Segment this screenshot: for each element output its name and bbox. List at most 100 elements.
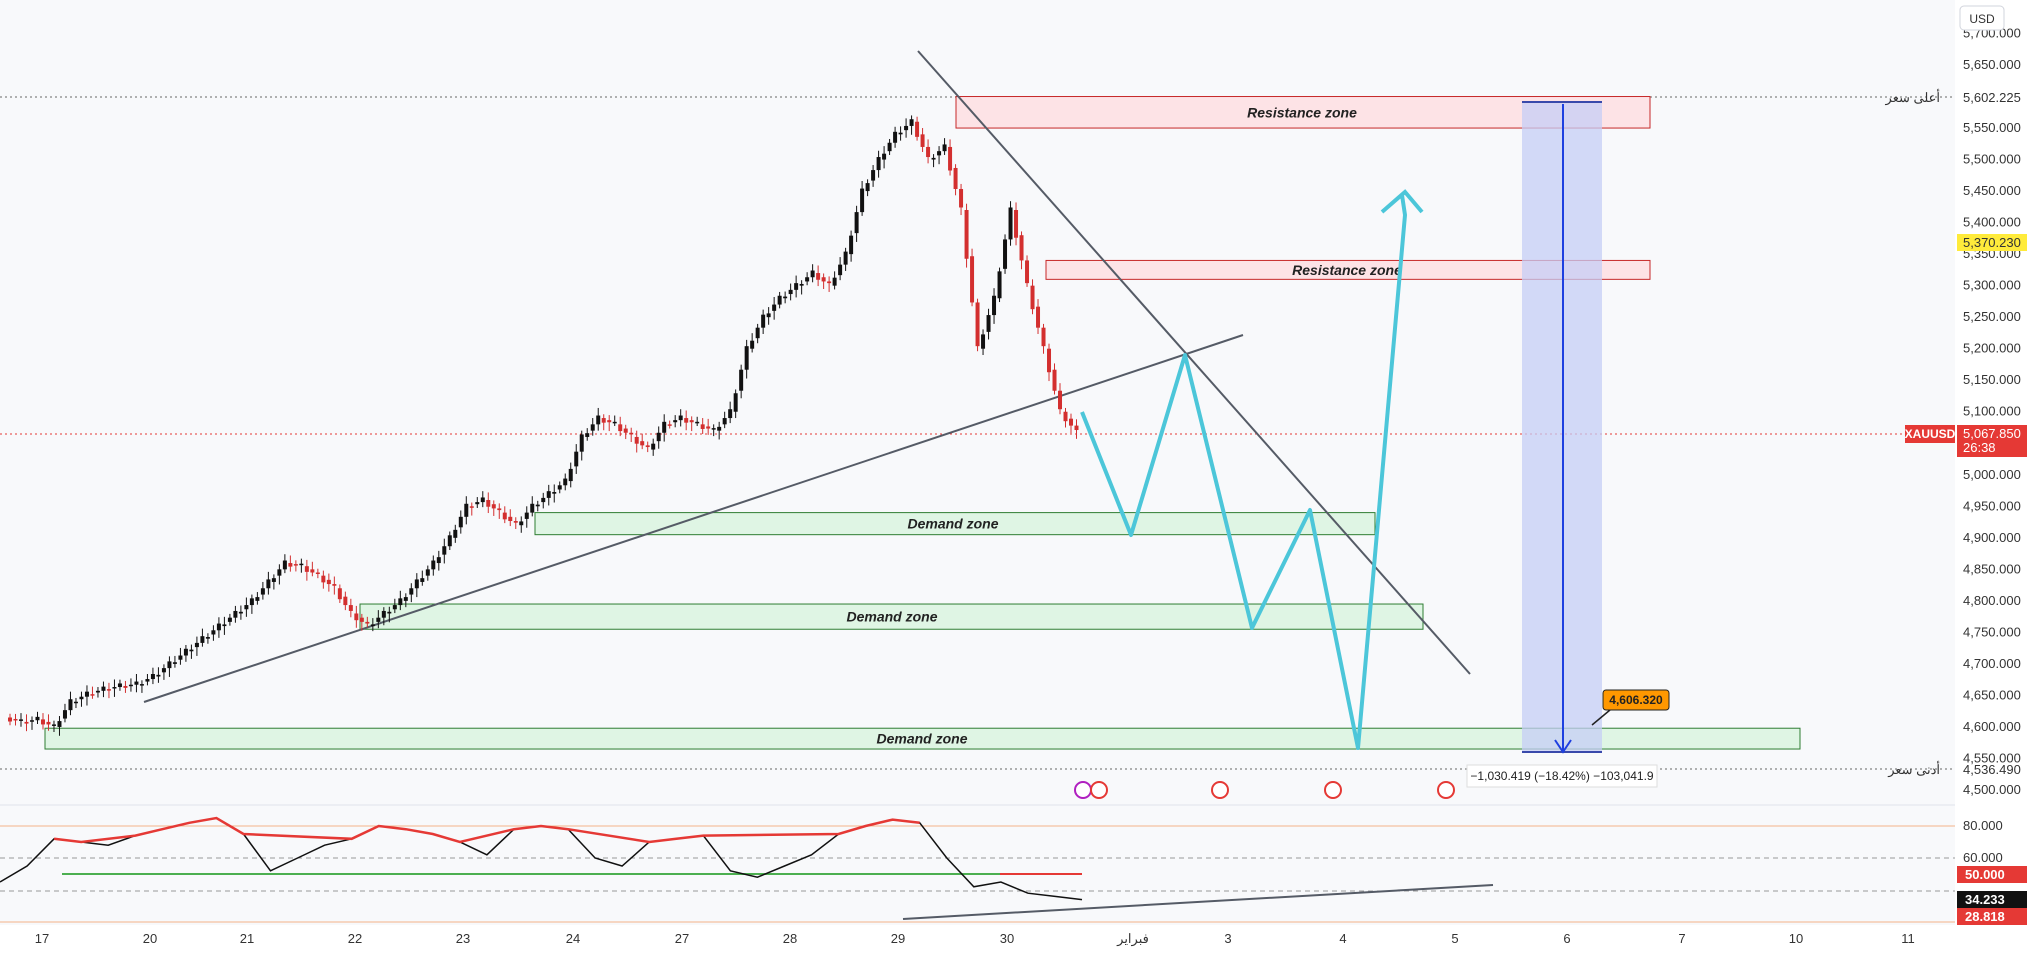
candle-body (469, 506, 474, 508)
candle-body (134, 681, 139, 685)
candle-body (810, 270, 815, 278)
us-flag-event-icon[interactable] (1211, 781, 1229, 799)
candle-body (491, 504, 496, 509)
candle-body (530, 503, 535, 513)
y-tick-label: 4,900.000 (1963, 530, 2021, 545)
candle-body (612, 421, 617, 424)
candle-body (695, 421, 700, 424)
candle-body (678, 415, 683, 421)
y-tick-label: 5,150.000 (1963, 372, 2021, 387)
symbol-label: XAUUSD (1905, 427, 1956, 441)
candle-body (772, 304, 777, 311)
resistance-zone[interactable] (1045, 259, 1651, 280)
candle-body (887, 142, 892, 152)
candle-body (788, 289, 793, 295)
candle-body (1014, 210, 1019, 238)
candle-body (964, 210, 969, 259)
osc-current-value: 34.233 (1965, 892, 2005, 907)
us-flag-event-icon[interactable] (1437, 781, 1455, 799)
oscillator-overbought (53, 816, 920, 844)
candle-body (315, 572, 320, 574)
candle-body (359, 617, 364, 622)
candle-body (475, 502, 480, 505)
candle-body (596, 415, 601, 425)
bolt-event-icon[interactable] (1074, 781, 1092, 799)
candle-body (216, 623, 221, 631)
downtrend-line (917, 50, 1471, 675)
candle-body (717, 426, 722, 431)
measure-label-bg (1466, 764, 1658, 788)
zone-label: Resistance zone (1247, 104, 1357, 120)
x-tick-label: 24 (566, 931, 580, 946)
candle-body (684, 418, 689, 423)
candle-body (266, 579, 271, 589)
candle-body (337, 588, 342, 600)
candle-body (189, 649, 194, 652)
candle-body (920, 134, 925, 147)
y-tick-label: 4,950.000 (1963, 498, 2021, 513)
candle-body (959, 188, 964, 208)
candle-body (277, 569, 282, 576)
candle-body (222, 624, 227, 627)
y-tick-label: 4,550.000 (1963, 750, 2021, 765)
candle-body (981, 334, 986, 349)
demand-zone[interactable] (534, 512, 1376, 536)
candle-body (381, 610, 386, 618)
candle-body (282, 560, 287, 570)
low-label: أدنى سعر (1887, 761, 1940, 778)
osc-low-value: 28.818 (1965, 909, 2005, 924)
y-tick-label: 5,100.000 (1963, 404, 2021, 419)
x-axis-ticks: 17 20 21 22 23 24 27 28 29 30 فبراير 3 4 5 6 7 10 11 (35, 931, 1915, 947)
candle-body (970, 256, 975, 303)
candle-body (145, 679, 150, 682)
x-tick-label: 5 (1451, 931, 1458, 946)
candle-body (535, 504, 540, 507)
zone-label: Demand zone (876, 731, 967, 747)
candle-body (766, 313, 771, 318)
x-tick-label: 4 (1339, 931, 1346, 946)
candle-body (238, 611, 243, 614)
candle-body (40, 719, 45, 725)
candle-body (821, 277, 826, 282)
time-axis (0, 925, 1955, 954)
candle-body (244, 605, 249, 610)
candle-body (464, 503, 469, 517)
candle-body (893, 131, 898, 143)
candle-body (1036, 306, 1041, 328)
candle-body (860, 188, 865, 213)
candle-body (623, 428, 628, 433)
candle-body (618, 424, 623, 432)
candle-body (18, 719, 23, 721)
measure-text: −1,030.419 (−18.42%) −103,041.9 (1470, 769, 1653, 783)
candle-body (557, 485, 562, 490)
symbol-badge (1905, 425, 1955, 443)
candle-body (420, 578, 425, 582)
candle-body (112, 687, 117, 689)
y-tick-label: 4,600.000 (1963, 719, 2021, 734)
low-value: 4,536.490 (1963, 762, 2021, 777)
candle-body (700, 424, 705, 429)
candle-body (915, 121, 920, 137)
candle-body (139, 684, 144, 686)
candle-body (744, 346, 749, 370)
candle-body (84, 691, 89, 697)
candle-body (431, 560, 436, 570)
x-tick-label: 27 (675, 931, 689, 946)
candle-body (95, 690, 100, 693)
candle-body (1069, 418, 1074, 426)
candle-body (739, 369, 744, 391)
candle-body (854, 212, 859, 234)
projected-path (1080, 194, 1407, 750)
candle-body (755, 327, 760, 339)
candle-body (579, 434, 584, 452)
currency-button[interactable] (1959, 5, 2005, 31)
target-pointer (1591, 709, 1611, 726)
candle-body (194, 642, 199, 648)
us-flag-event-icon[interactable] (1090, 781, 1108, 799)
event-icons[interactable] (1074, 781, 1455, 799)
candle-body (90, 694, 95, 696)
candle-body (332, 584, 337, 586)
candle-body (304, 566, 309, 572)
candle-body (992, 295, 997, 316)
us-flag-event-icon[interactable] (1324, 781, 1342, 799)
